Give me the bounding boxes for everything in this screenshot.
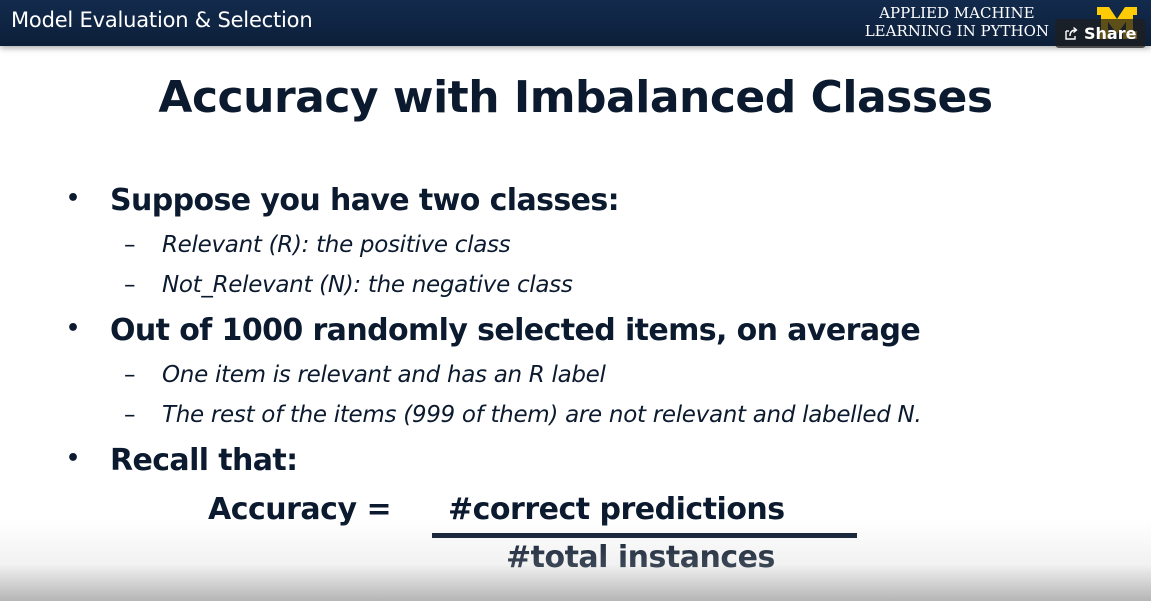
bullet-2-sub-1-text: One item is relevant and has an R label <box>162 362 606 388</box>
bullet-1-sub-1-text: Relevant (R): the positive class <box>162 232 511 258</box>
bullet-1-sub-2: – Not_Relevant (N): the negative class <box>124 272 573 298</box>
bullet-dot: • <box>66 446 81 471</box>
sub-dash: – <box>124 272 136 298</box>
bullet-2-sub-2: – The rest of the items (999 of them) are… <box>124 402 922 428</box>
bullet-3: • Recall that: <box>66 443 298 478</box>
bullet-2-text: Out of 1000 randomly selected items, on … <box>110 313 921 348</box>
video-header-bar: Model Evaluation & Selection APPLIED MAC… <box>0 0 1151 48</box>
bullet-1-sub-1: – Relevant (R): the positive class <box>124 232 511 258</box>
share-button[interactable]: Share <box>1055 19 1147 48</box>
bullet-1: • Suppose you have two classes: <box>66 183 620 218</box>
sub-dash: – <box>124 362 136 388</box>
bullet-dot: • <box>66 186 81 211</box>
course-brand: APPLIED MACHINE LEARNING IN PYTHON <box>865 4 1049 40</box>
sub-dash: – <box>124 402 136 428</box>
bullet-3-text: Recall that: <box>110 443 298 478</box>
formula-denominator: #total instances <box>506 540 775 575</box>
share-label: Share <box>1084 24 1137 43</box>
brand-line-2: LEARNING IN PYTHON <box>864 22 1049 40</box>
slide-title: Accuracy with Imbalanced Classes <box>158 72 993 123</box>
formula-label: Accuracy = <box>208 492 392 527</box>
bullet-2: • Out of 1000 randomly selected items, on… <box>66 313 921 348</box>
bullet-2-sub-1: – One item is relevant and has an R label <box>124 362 606 388</box>
course-section-title: Model Evaluation & Selection <box>11 8 313 32</box>
formula-numerator: #correct predictions <box>448 492 785 527</box>
bullet-2-sub-2-text: The rest of the items (999 of them) are … <box>162 402 922 428</box>
sub-dash: – <box>124 232 136 258</box>
bullet-1-sub-2-text: Not_Relevant (N): the negative class <box>162 272 573 298</box>
fraction-bar <box>432 533 857 538</box>
bullet-1-text: Suppose you have two classes: <box>110 183 620 218</box>
share-icon <box>1063 26 1079 42</box>
brand-line-1: APPLIED MACHINE <box>879 4 1035 22</box>
bullet-dot: • <box>66 316 81 341</box>
